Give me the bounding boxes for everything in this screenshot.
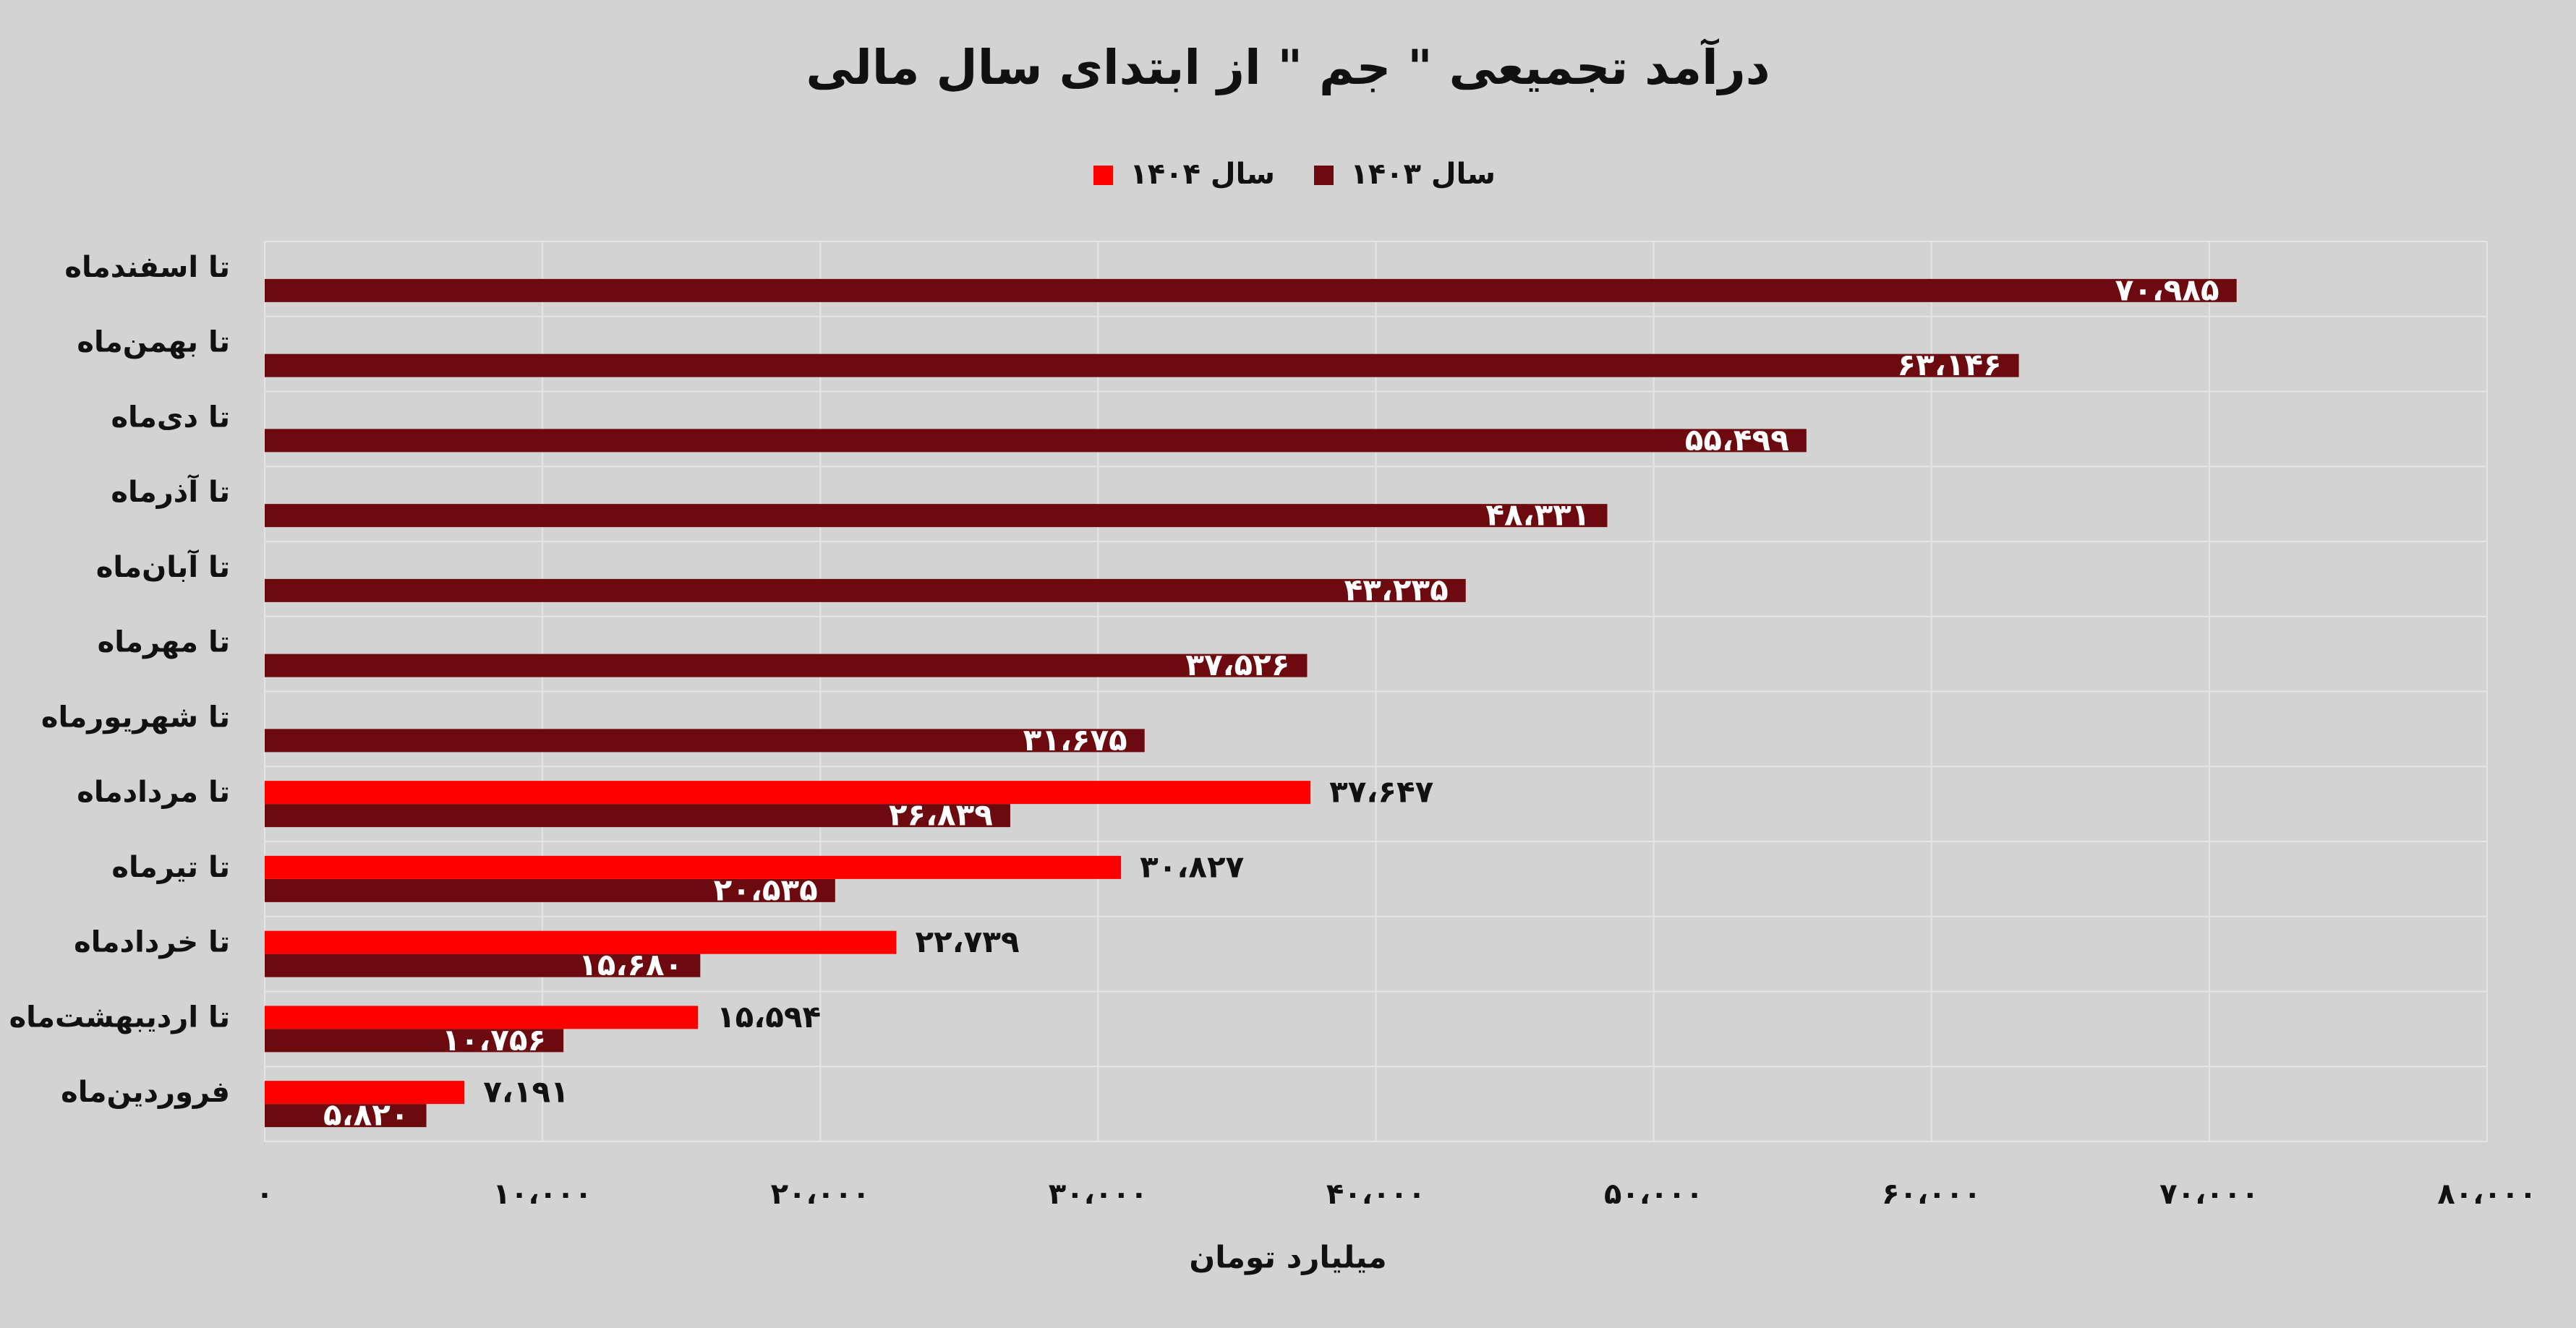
legend-swatch — [1314, 166, 1334, 185]
bar — [265, 804, 1010, 828]
x-tick-label: ۸۰،۰۰۰ — [2437, 1178, 2536, 1211]
x-tick-label: ۴۰،۰۰۰ — [1326, 1178, 1425, 1211]
bar — [265, 278, 2237, 302]
x-tick-label: ۲۰،۰۰۰ — [771, 1178, 870, 1211]
value-label: ۵۵،۴۹۹ — [1685, 422, 1789, 458]
value-label: ۴۳،۲۳۵ — [1344, 572, 1449, 607]
chart-title: درآمد تجمیعی " جم " از ابتدای سال مالی — [806, 38, 1770, 95]
value-label: ۷،۱۹۱ — [483, 1074, 569, 1110]
bar — [265, 781, 1311, 805]
x-tick-label: ۶۰،۰۰۰ — [1882, 1178, 1981, 1211]
bar — [265, 429, 1807, 453]
value-label: ۴۸،۳۳۱ — [1485, 497, 1590, 533]
value-label: ۶۳،۱۴۶ — [1897, 347, 2001, 382]
bar — [265, 1104, 427, 1128]
bar — [265, 354, 2019, 377]
bar — [265, 1029, 564, 1053]
value-label: ۳۷،۶۴۷ — [1329, 774, 1433, 810]
bar — [265, 654, 1308, 677]
x-axis-label: میلیارد تومان — [1189, 1240, 1386, 1276]
y-tick-label: تا بهمن‌ماه — [77, 326, 230, 359]
y-tick-label: تا تیرماه — [111, 851, 230, 884]
legend-swatch — [1093, 166, 1113, 185]
bar — [265, 930, 897, 954]
bar — [265, 729, 1145, 753]
bar — [265, 954, 701, 977]
y-tick-label: فروردین‌ماه — [61, 1076, 230, 1109]
bar — [265, 878, 835, 902]
x-tick-label: ۵۰،۰۰۰ — [1604, 1178, 1703, 1211]
bar — [265, 504, 1608, 528]
bar — [265, 1081, 465, 1105]
bar — [265, 578, 1466, 602]
y-tick-label: تا شهریورماه — [41, 701, 230, 734]
y-tick-label: تا آذرماه — [111, 474, 230, 509]
bar — [265, 1006, 699, 1029]
y-tick-label: تا آبان‌ماه — [96, 549, 230, 584]
value-label: ۳۰،۸۲۷ — [1140, 849, 1244, 884]
legend-label: سال ۱۴۰۴ — [1130, 158, 1275, 191]
x-tick-label: ۳۰،۰۰۰ — [1049, 1178, 1148, 1211]
value-label: ۷۰،۹۸۵ — [2115, 272, 2219, 307]
y-tick-label: تا اردیبهشت‌ماه — [9, 1001, 230, 1034]
bar — [265, 855, 1122, 879]
y-tick-label: تا اسفندماه — [64, 251, 230, 284]
x-tick-label: ۰ — [256, 1178, 273, 1211]
y-tick-label: تا مردادماه — [77, 776, 230, 809]
y-tick-label: تا خردادماه — [74, 926, 230, 959]
y-tick-label: تا مهرماه — [98, 626, 230, 659]
y-tick-label: تا دی‌ماه — [111, 400, 230, 434]
value-label: ۳۷،۵۲۶ — [1185, 647, 1289, 682]
value-label: ۲۲،۷۳۹ — [915, 924, 1019, 959]
legend-label: سال ۱۴۰۳ — [1350, 158, 1496, 191]
x-tick-label: ۷۰،۰۰۰ — [2159, 1178, 2259, 1211]
x-tick-label: ۱۰،۰۰۰ — [492, 1178, 592, 1211]
value-label: ۳۱،۶۷۵ — [1023, 722, 1127, 758]
value-label: ۱۵،۵۹۴ — [717, 999, 821, 1034]
